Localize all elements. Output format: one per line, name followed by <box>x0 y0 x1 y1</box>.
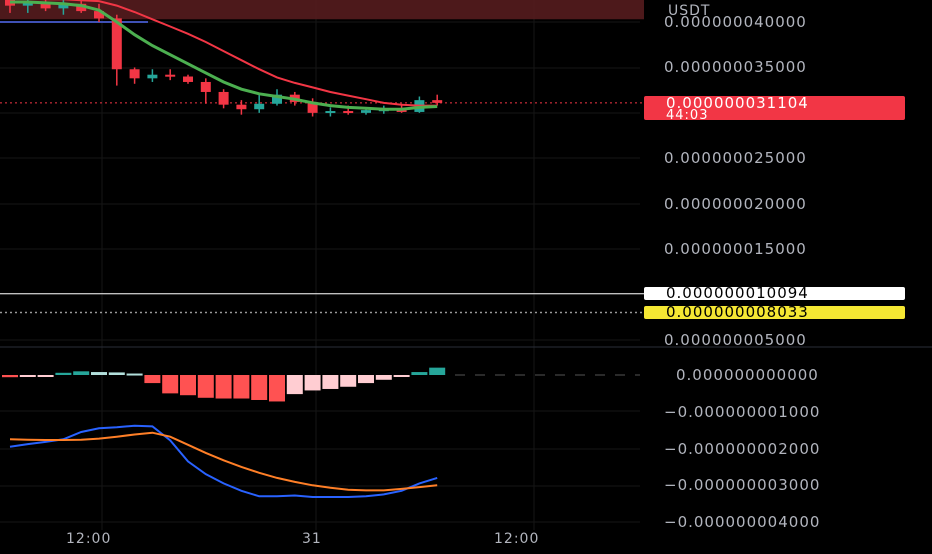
candle <box>129 67 140 84</box>
price-axis-label: 0.000000020000 <box>664 194 807 213</box>
candle <box>218 89 229 109</box>
macd-hist-bar <box>162 375 179 394</box>
yellow-level-badge: 0.000000008033 <box>644 305 905 320</box>
candle-body <box>254 103 265 110</box>
macd-hist-bar <box>197 375 214 398</box>
candle <box>325 107 336 117</box>
candle-body <box>200 81 211 92</box>
macd-axis-label: −0.000000001000 <box>664 402 821 421</box>
macd-axis-label: −0.000000003000 <box>664 476 821 495</box>
macd-hist-bar <box>393 375 410 377</box>
price-axis-label: 0.000000015000 <box>664 240 807 259</box>
candle-body <box>129 69 140 79</box>
macd-hist-bar <box>233 375 250 399</box>
candle-body <box>183 76 193 82</box>
macd-axis-label: −0.000000002000 <box>664 439 821 458</box>
candle-body <box>58 3 69 9</box>
candle-body <box>94 11 104 19</box>
candle <box>94 3 104 22</box>
candle-body <box>147 74 158 79</box>
macd-hist-bar <box>251 375 268 400</box>
macd-hist-bar <box>358 375 374 384</box>
candle-body <box>22 2 33 6</box>
macd-hist-bar <box>108 372 125 375</box>
macd-hist-bar <box>91 372 107 375</box>
price-axis-label: 0.000000025000 <box>664 149 807 168</box>
macd-hist-bar <box>19 375 36 377</box>
price-axis-label: 0.000000005000 <box>664 331 807 349</box>
candle <box>254 94 265 113</box>
time-axis-label: 12:00 <box>494 531 540 547</box>
time-axis-label: 31 <box>302 531 322 547</box>
slow-moving-average-line <box>39 0 438 107</box>
macd-hist-bar <box>180 375 196 396</box>
macd-hist-bar <box>126 373 143 376</box>
macd-hist-bar <box>2 375 18 378</box>
price-axis-label: 0.000000035000 <box>664 58 807 77</box>
candle <box>236 100 247 115</box>
macd-hist-bar <box>429 367 446 375</box>
candle-body <box>361 110 371 113</box>
macd-hist-bar <box>304 375 321 391</box>
candle-body <box>307 101 318 113</box>
macd-hist-bar <box>322 375 339 389</box>
candle <box>183 74 193 84</box>
resistance-zone <box>0 0 644 20</box>
currency-label: USDT <box>668 3 711 19</box>
candle <box>432 94 443 106</box>
candle <box>200 78 211 104</box>
candle-body <box>40 2 51 9</box>
macd-histogram <box>2 367 446 402</box>
macd-axis-label: 0.000000000000 <box>676 366 819 384</box>
price-axis-label: 0.000000040000 <box>664 13 807 31</box>
macd-hist-bar <box>340 375 357 387</box>
white-level-badge: 0.000000010094 <box>644 286 905 301</box>
grid-lines <box>0 0 640 530</box>
macd-hist-bar <box>144 375 161 384</box>
macd-hist-bar <box>73 371 90 375</box>
candle-body <box>432 100 443 103</box>
candle <box>307 98 318 117</box>
time-axis-label: 12:00 <box>66 531 112 547</box>
macd-hist-bar <box>375 375 392 380</box>
candle-countdown: 44:03 <box>666 108 709 123</box>
candle <box>147 69 158 82</box>
candle-body <box>236 104 247 110</box>
candle-body <box>76 3 87 12</box>
current-price-value: 0.000000031104 <box>666 94 809 112</box>
macd-axis-label: −0.000000004000 <box>664 513 821 531</box>
candle-body <box>343 111 354 114</box>
candle-body <box>325 111 336 114</box>
candle <box>58 0 69 15</box>
macd-hist-bar <box>37 375 54 377</box>
macd-hist-bar <box>286 375 303 395</box>
macd-hist-bar <box>411 372 428 375</box>
macd-line <box>9 424 438 498</box>
candle-body <box>111 18 122 70</box>
candle-body <box>165 74 176 77</box>
fast-moving-average-line <box>10 0 438 111</box>
macd-hist-bar <box>55 372 72 375</box>
candle <box>111 14 122 86</box>
candle <box>165 69 176 81</box>
candle-body <box>218 91 229 105</box>
macd-hist-bar <box>215 375 232 399</box>
macd-hist-bar <box>269 375 285 402</box>
candle-body <box>272 94 282 104</box>
current-price-badge: 0.000000031104 44:03 <box>644 94 905 123</box>
signal-line <box>9 431 438 492</box>
